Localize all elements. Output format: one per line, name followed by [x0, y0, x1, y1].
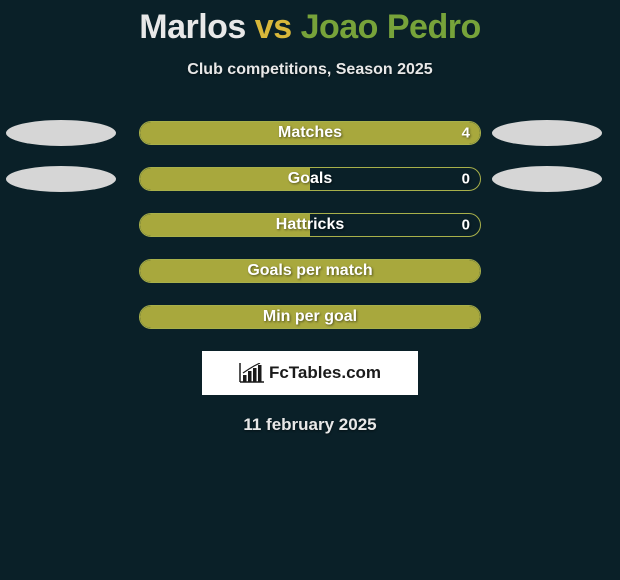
- stat-value-right: 4: [462, 125, 470, 142]
- title-vs: vs: [255, 8, 292, 46]
- logo-box: FcTables.com: [202, 351, 418, 395]
- stat-bar: Goals 0: [139, 167, 481, 191]
- stat-bar: Hattricks 0: [139, 213, 481, 237]
- stats-container: Matches 4 Goals 0 Hattricks 0 Goals per match M…: [0, 121, 620, 329]
- stat-row: Goals 0: [0, 167, 620, 191]
- stat-label: Matches: [278, 124, 342, 142]
- title-player2: Joao Pedro: [301, 8, 481, 46]
- stat-label: Min per goal: [263, 308, 357, 326]
- stat-row: Goals per match: [0, 259, 620, 283]
- stat-row: Min per goal: [0, 305, 620, 329]
- right-ellipse: [492, 120, 602, 146]
- stat-bar: Matches 4: [139, 121, 481, 145]
- barchart-icon: [239, 363, 265, 383]
- stat-label: Goals: [288, 170, 332, 188]
- date-text: 11 february 2025: [0, 415, 620, 435]
- stat-label: Hattricks: [276, 216, 344, 234]
- logo-text: FcTables.com: [269, 363, 381, 383]
- subtitle: Club competitions, Season 2025: [0, 61, 620, 79]
- title-player1: Marlos: [139, 8, 246, 46]
- right-ellipse: [492, 166, 602, 192]
- stat-value-right: 0: [462, 217, 470, 234]
- stat-row: Matches 4: [0, 121, 620, 145]
- stat-value-right: 0: [462, 171, 470, 188]
- stat-bar: Min per goal: [139, 305, 481, 329]
- stat-label: Goals per match: [247, 262, 372, 280]
- stat-bar-fill: [140, 168, 310, 190]
- left-ellipse: [6, 166, 116, 192]
- left-ellipse: [6, 120, 116, 146]
- page-title: Marlos vs Joao Pedro: [0, 0, 620, 47]
- stat-row: Hattricks 0: [0, 213, 620, 237]
- stat-bar: Goals per match: [139, 259, 481, 283]
